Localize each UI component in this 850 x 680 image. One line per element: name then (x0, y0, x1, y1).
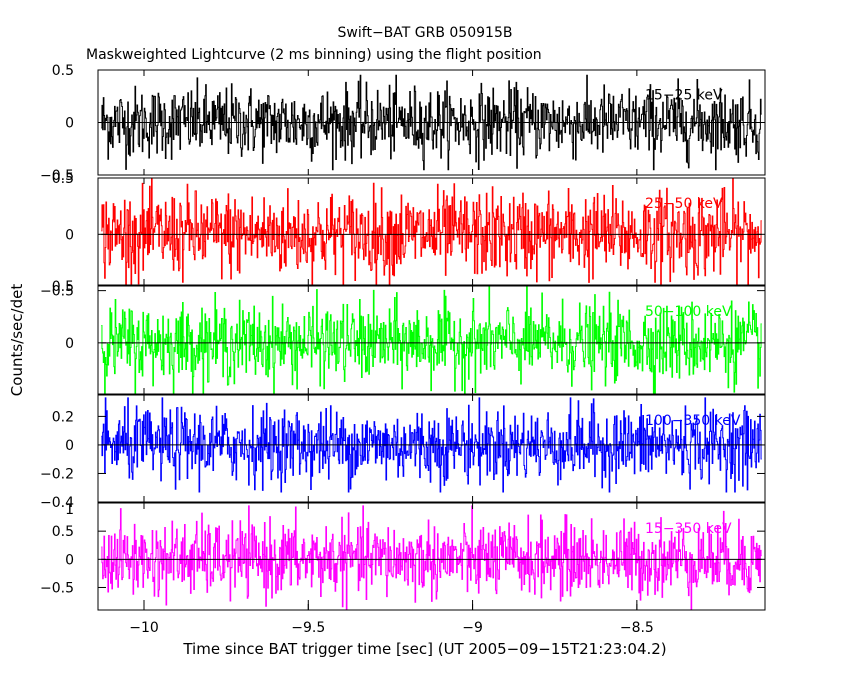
y-axis-label: Counts/sec/det (8, 284, 26, 397)
x-axis: −10 −9.5 −9 −8.5 (129, 600, 654, 636)
y-tick-label-2-3: 0.5 (52, 171, 74, 187)
y-tick-label-5-2: 0 (65, 552, 74, 568)
panel-5: −0.5 0 0.5 1 15−350 keV (40, 502, 766, 611)
y-tick-label-1-2: 0 (65, 116, 74, 132)
panel-frame-4 (97, 394, 766, 503)
band-label-1: 15−25 keV (645, 87, 723, 103)
y-tick-label-2-2: 0 (65, 227, 74, 243)
y-tick-label-1-3: 0.5 (52, 63, 74, 79)
y-tick-label-1-1: −0.5 (40, 168, 74, 184)
band-label-4: 100−350 keV (645, 413, 741, 429)
series-line-3 (101, 286, 762, 394)
series-line-4 (101, 397, 762, 493)
chart-subtitle: Maskweighted Lightcurve (2 ms binning) u… (86, 47, 542, 63)
panel-2: −0.5 0 0.5 25−50 keV (40, 171, 766, 300)
x-axis-label: Time since BAT trigger time [sec] (UT 20… (182, 640, 666, 658)
y-tick-label-4-4: 0.2 (52, 409, 74, 425)
panels-group: −0.5 0 0.5 15−25 keV −0.5 0 0.5 25−50 keV 0 0.5 50… (40, 63, 766, 611)
y-tick-label-3-2: 0.5 (52, 279, 74, 295)
series-line-2 (101, 178, 762, 285)
panel-frame-5 (97, 502, 766, 611)
y-tick-label-4-2: −0.2 (40, 466, 74, 482)
chart-title: Swift−BAT GRB 050915B (338, 25, 513, 41)
y-tick-label-5-extra: 1 (65, 502, 74, 518)
panel-frame-3 (97, 285, 766, 395)
panel-frame-2 (97, 177, 766, 286)
panel-4: −0.4 −0.2 0 0.2 100−350 keV (40, 394, 766, 511)
band-label-5: 15−350 keV (645, 521, 732, 537)
x-tick-label-3: −9 (462, 620, 483, 636)
y-tick-label-4-3: 0 (65, 438, 74, 454)
y-tick-label-2-1: −0.5 (40, 284, 74, 300)
x-tick-label-4: −8.5 (620, 620, 654, 636)
y-tick-label-4-1: −0.4 (40, 495, 74, 511)
y-tick-label-5-3: 0.5 (52, 524, 74, 540)
y-tick-label-5-1: −0.5 (40, 580, 74, 596)
panel-3: 0 0.5 50−100 keV (52, 279, 766, 395)
y-tick-label-3-1: 0 (65, 336, 74, 352)
series-line-1 (101, 74, 762, 171)
panel-1: −0.5 0 0.5 15−25 keV (40, 63, 766, 184)
x-tick-label-1: −10 (129, 620, 159, 636)
band-label-2: 25−50 keV (645, 196, 723, 212)
band-label-3: 50−100 keV (645, 304, 732, 320)
series-line-5 (101, 505, 762, 610)
x-tick-label-2: −9.5 (291, 620, 325, 636)
